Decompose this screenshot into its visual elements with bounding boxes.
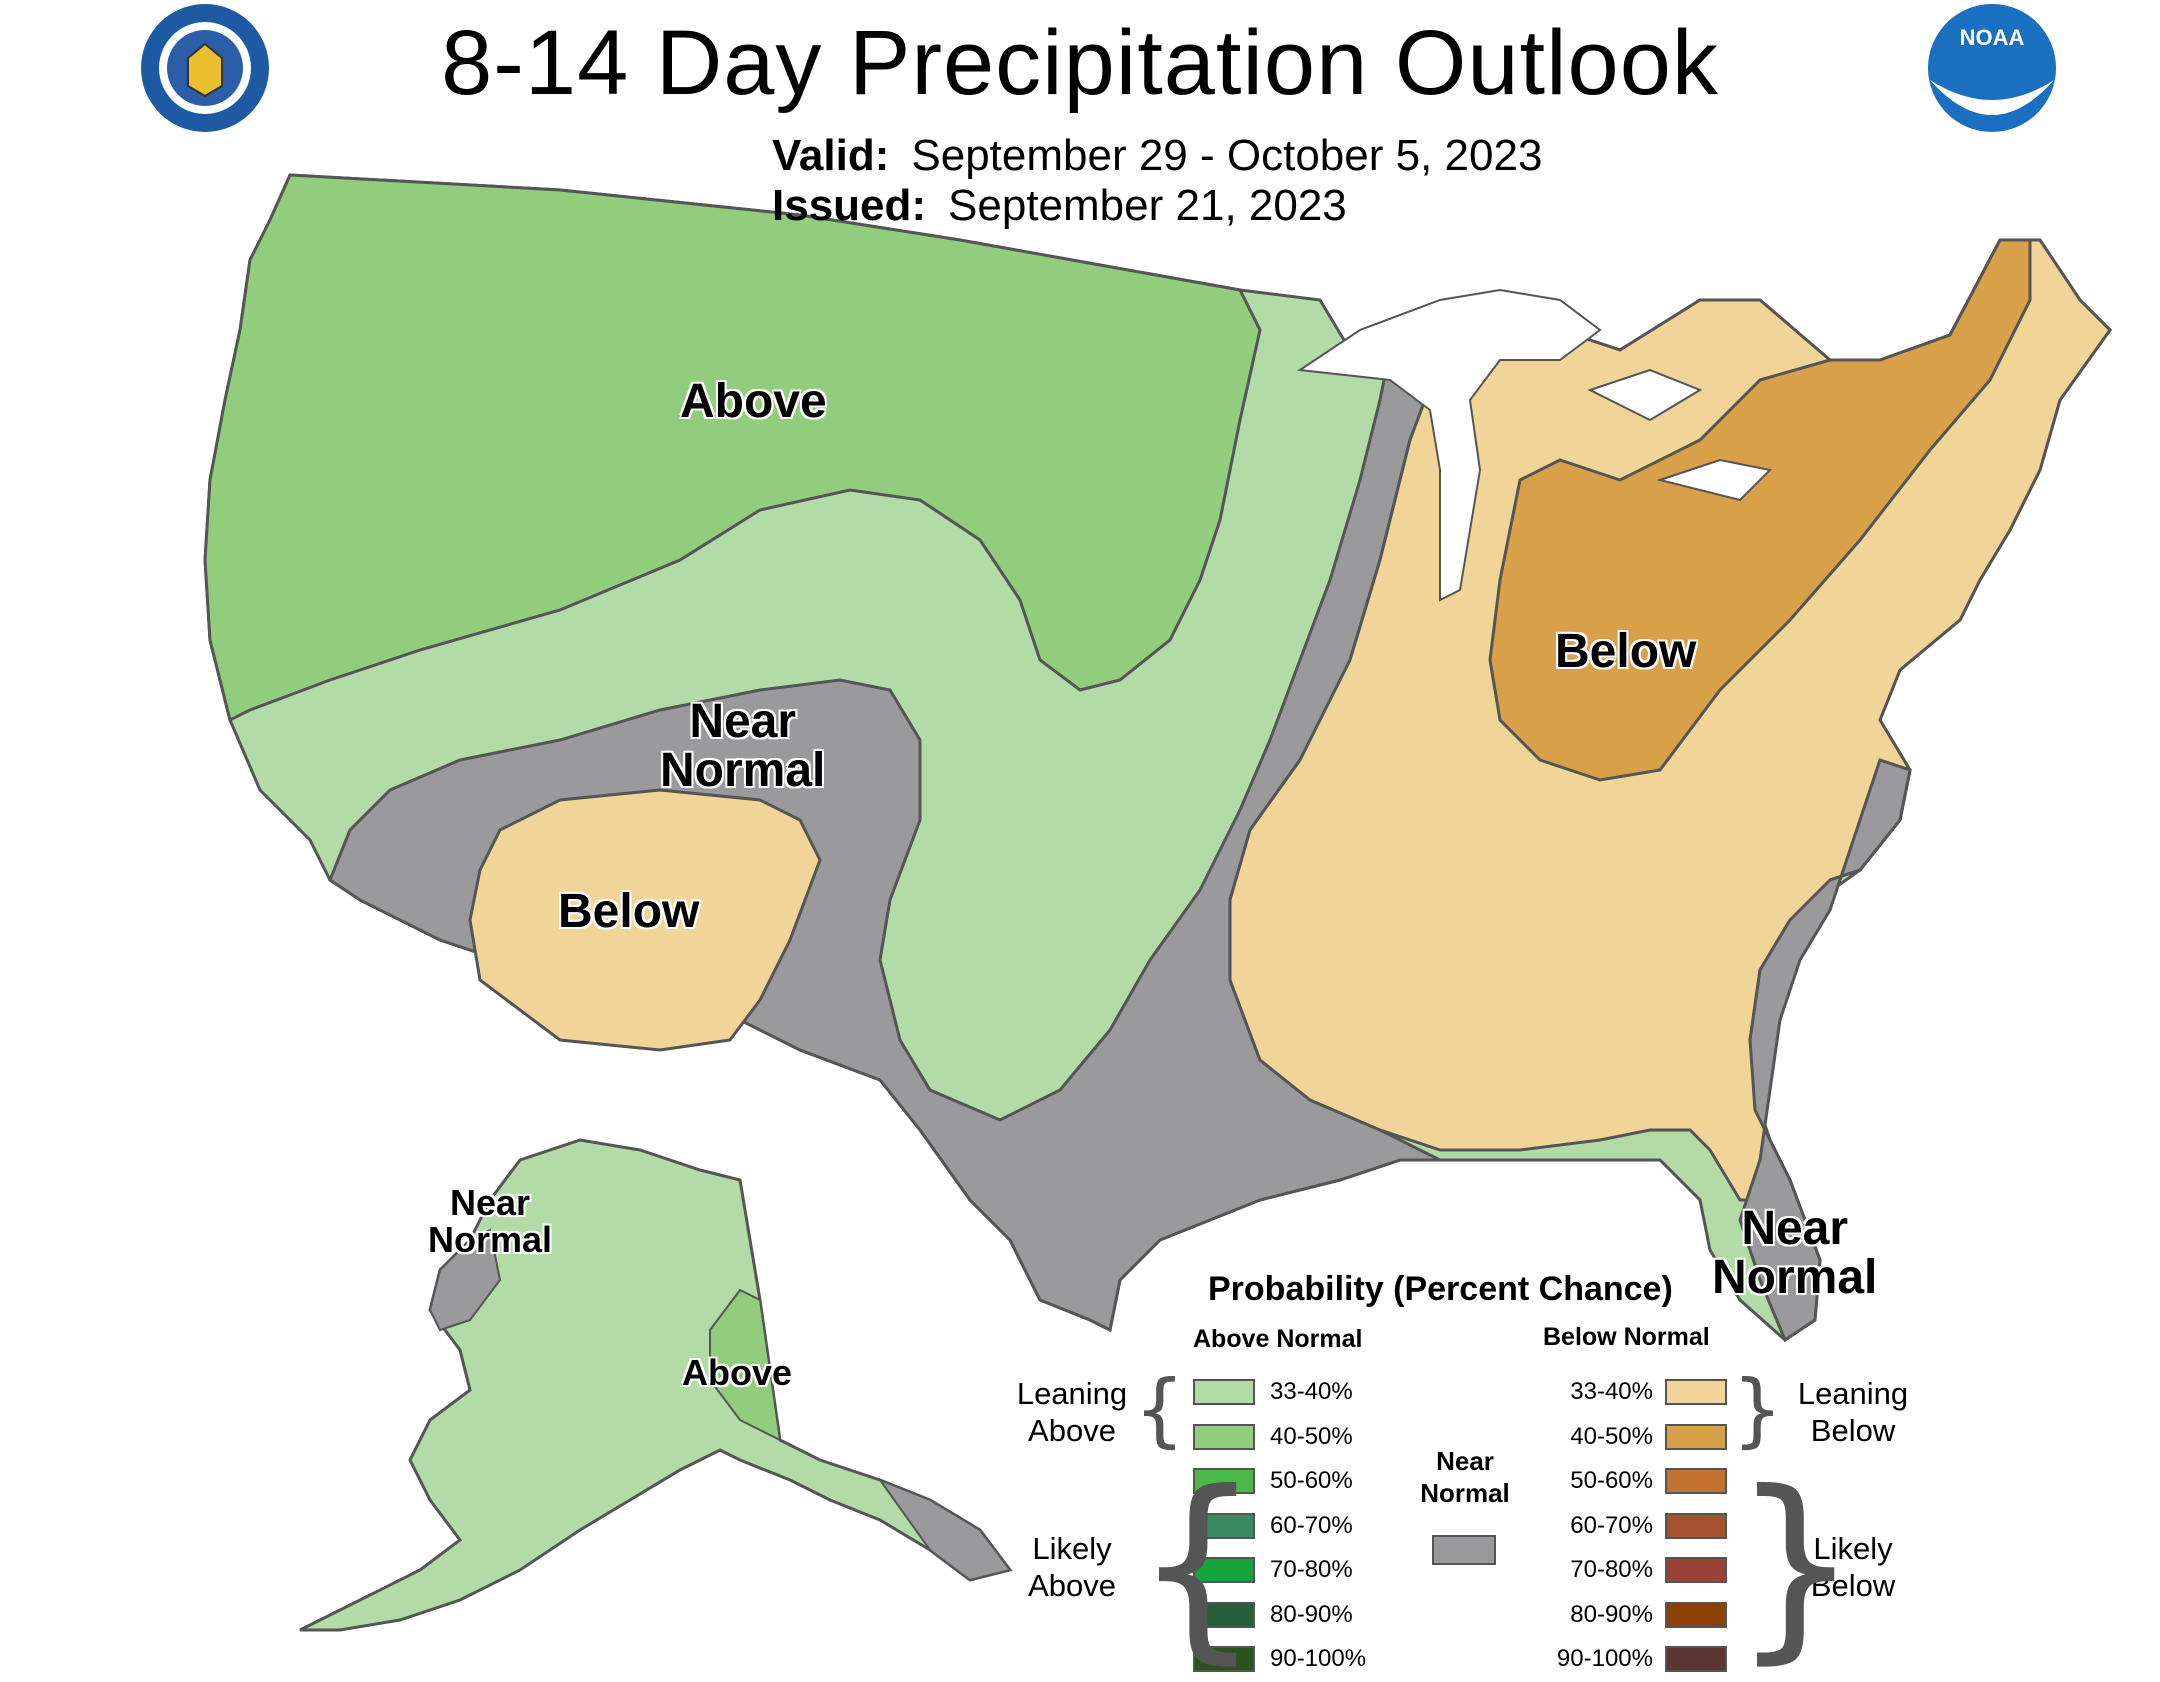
legend-above-range-6: 90-100%: [1270, 1645, 1367, 1672]
svg-text:NOAA: NOAA: [1960, 25, 2025, 50]
legend-above-range-1: 40-50%: [1270, 1423, 1353, 1450]
legend-category-line: Below: [1810, 1413, 1896, 1448]
legend-category-line: Below: [1810, 1568, 1896, 1603]
region-label-below-ohio: Below: [1555, 625, 1697, 678]
legend-brace-likely-above: {: [1134, 1449, 1262, 1682]
alaska-near-normal-area: [428, 1228, 502, 1332]
legend-below-range-5: 80-90%: [1570, 1601, 1653, 1628]
legend-above-range-4: 70-80%: [1270, 1556, 1353, 1583]
legend-category-line: Above: [1028, 1413, 1116, 1448]
region-label-near-normal-alaska: Near Normal: [428, 1182, 553, 1260]
below-33-40-southwest: [468, 788, 822, 1052]
legend-below-swatch-6: [1665, 1646, 1727, 1672]
legend-below-swatch-4: [1665, 1557, 1727, 1583]
legend-below-swatch-0: [1665, 1379, 1727, 1405]
legend-above-range-5: 80-90%: [1270, 1601, 1353, 1628]
region-label-above-alaska: Above: [682, 1352, 793, 1393]
region-label-above-north: Above: [680, 375, 827, 428]
legend-below-range-3: 60-70%: [1570, 1512, 1653, 1539]
region-label-below-southwest: Below: [558, 885, 700, 938]
legend-category-line: Near: [1436, 1446, 1494, 1476]
issued-label: Issued:: [772, 181, 927, 230]
legend-category-line: Leaning: [1797, 1376, 1909, 1411]
alaska-panhandle-gray: [877, 1477, 1012, 1582]
legend-brace-leaning-below: }: [1732, 1363, 1783, 1456]
legend-likely-below-label: Likely Below: [1788, 1530, 1918, 1604]
issued-value: September 21, 2023: [948, 181, 1347, 230]
alaska-above-area: [709, 1288, 782, 1442]
legend-below-range-2: 50-60%: [1570, 1467, 1653, 1494]
legend-above-swatch-3: [1193, 1513, 1255, 1539]
legend-below-range-6: 90-100%: [1556, 1645, 1653, 1672]
legend-below-swatch-3: [1665, 1513, 1727, 1539]
legend-likely-above-label: Likely Above: [1010, 1530, 1134, 1604]
legend-category-line: Above: [1028, 1568, 1116, 1603]
valid-label: Valid:: [772, 131, 890, 180]
legend-above-swatch-0: [1193, 1379, 1255, 1405]
page-title: 8-14 Day Precipitation Outlook: [441, 12, 1719, 114]
region-label-line: Normal: [428, 1218, 553, 1260]
near-normal-southeast: [1738, 758, 1912, 1343]
legend-below-header: Below Normal: [1543, 1323, 1710, 1351]
legend-title: Probability (Percent Chance): [1208, 1270, 1673, 1308]
region-label-line: Near: [689, 695, 797, 748]
legend-category-line: Likely: [1813, 1531, 1893, 1566]
valid-line: Valid: September 29 - October 5, 2023: [772, 130, 1542, 182]
great-lakes: [1297, 288, 1773, 602]
above-40-50-area: [203, 173, 1262, 723]
legend-below-swatch-2: [1665, 1468, 1727, 1494]
legend-above-swatch-4: [1193, 1557, 1255, 1583]
region-label-line: Near: [1741, 1202, 1849, 1255]
legend-above-swatch-5: [1193, 1602, 1255, 1628]
alaska-outline: [299, 1138, 1013, 1632]
legend-above-range-0: 33-40%: [1270, 1378, 1353, 1405]
legend-below-range-4: 70-80%: [1570, 1556, 1653, 1583]
legend-category-line: Normal: [1420, 1478, 1510, 1508]
legend-below-range-0: 33-40%: [1570, 1378, 1653, 1405]
legend-above-range-3: 60-70%: [1270, 1512, 1353, 1539]
region-label-line: Normal: [1712, 1250, 1878, 1304]
legend-below-swatch-1: [1665, 1424, 1727, 1450]
legend-near-normal-label: Near Normal: [1400, 1445, 1530, 1509]
below-40-50-area: [1488, 238, 2032, 782]
legend-brace-likely-below: }: [1732, 1449, 1860, 1682]
legend-leaning-below-label: Leaning Below: [1788, 1375, 1918, 1449]
legend-below-swatch-5: [1665, 1602, 1727, 1628]
legend-near-normal-swatch: [1432, 1535, 1496, 1565]
valid-value: September 29 - October 5, 2023: [911, 131, 1543, 180]
legend-category-line: Leaning: [1016, 1376, 1128, 1411]
legend-brace-leaning-above: {: [1134, 1363, 1185, 1456]
legend-above-range-2: 50-60%: [1270, 1467, 1353, 1494]
legend-category-line: Likely: [1032, 1531, 1112, 1566]
legend-above-swatch-1: [1193, 1424, 1255, 1450]
issued-line: Issued: September 21, 2023: [772, 180, 1347, 232]
commerce-seal-logo: [141, 4, 269, 132]
legend-below-range-1: 40-50%: [1570, 1423, 1653, 1450]
region-label-line: Normal: [660, 743, 826, 797]
legend-above-header: Above Normal: [1193, 1325, 1363, 1353]
legend-above-swatch-2: [1193, 1468, 1255, 1494]
region-label-line: Near: [449, 1182, 531, 1223]
region-label-near-normal-florida: Near Normal: [1712, 1202, 1878, 1304]
noaa-logo: NOAA: [1928, 4, 2056, 132]
region-label-near-normal-central: Near Normal: [660, 695, 826, 797]
legend-leaning-above-label: Leaning Above: [1010, 1375, 1134, 1449]
